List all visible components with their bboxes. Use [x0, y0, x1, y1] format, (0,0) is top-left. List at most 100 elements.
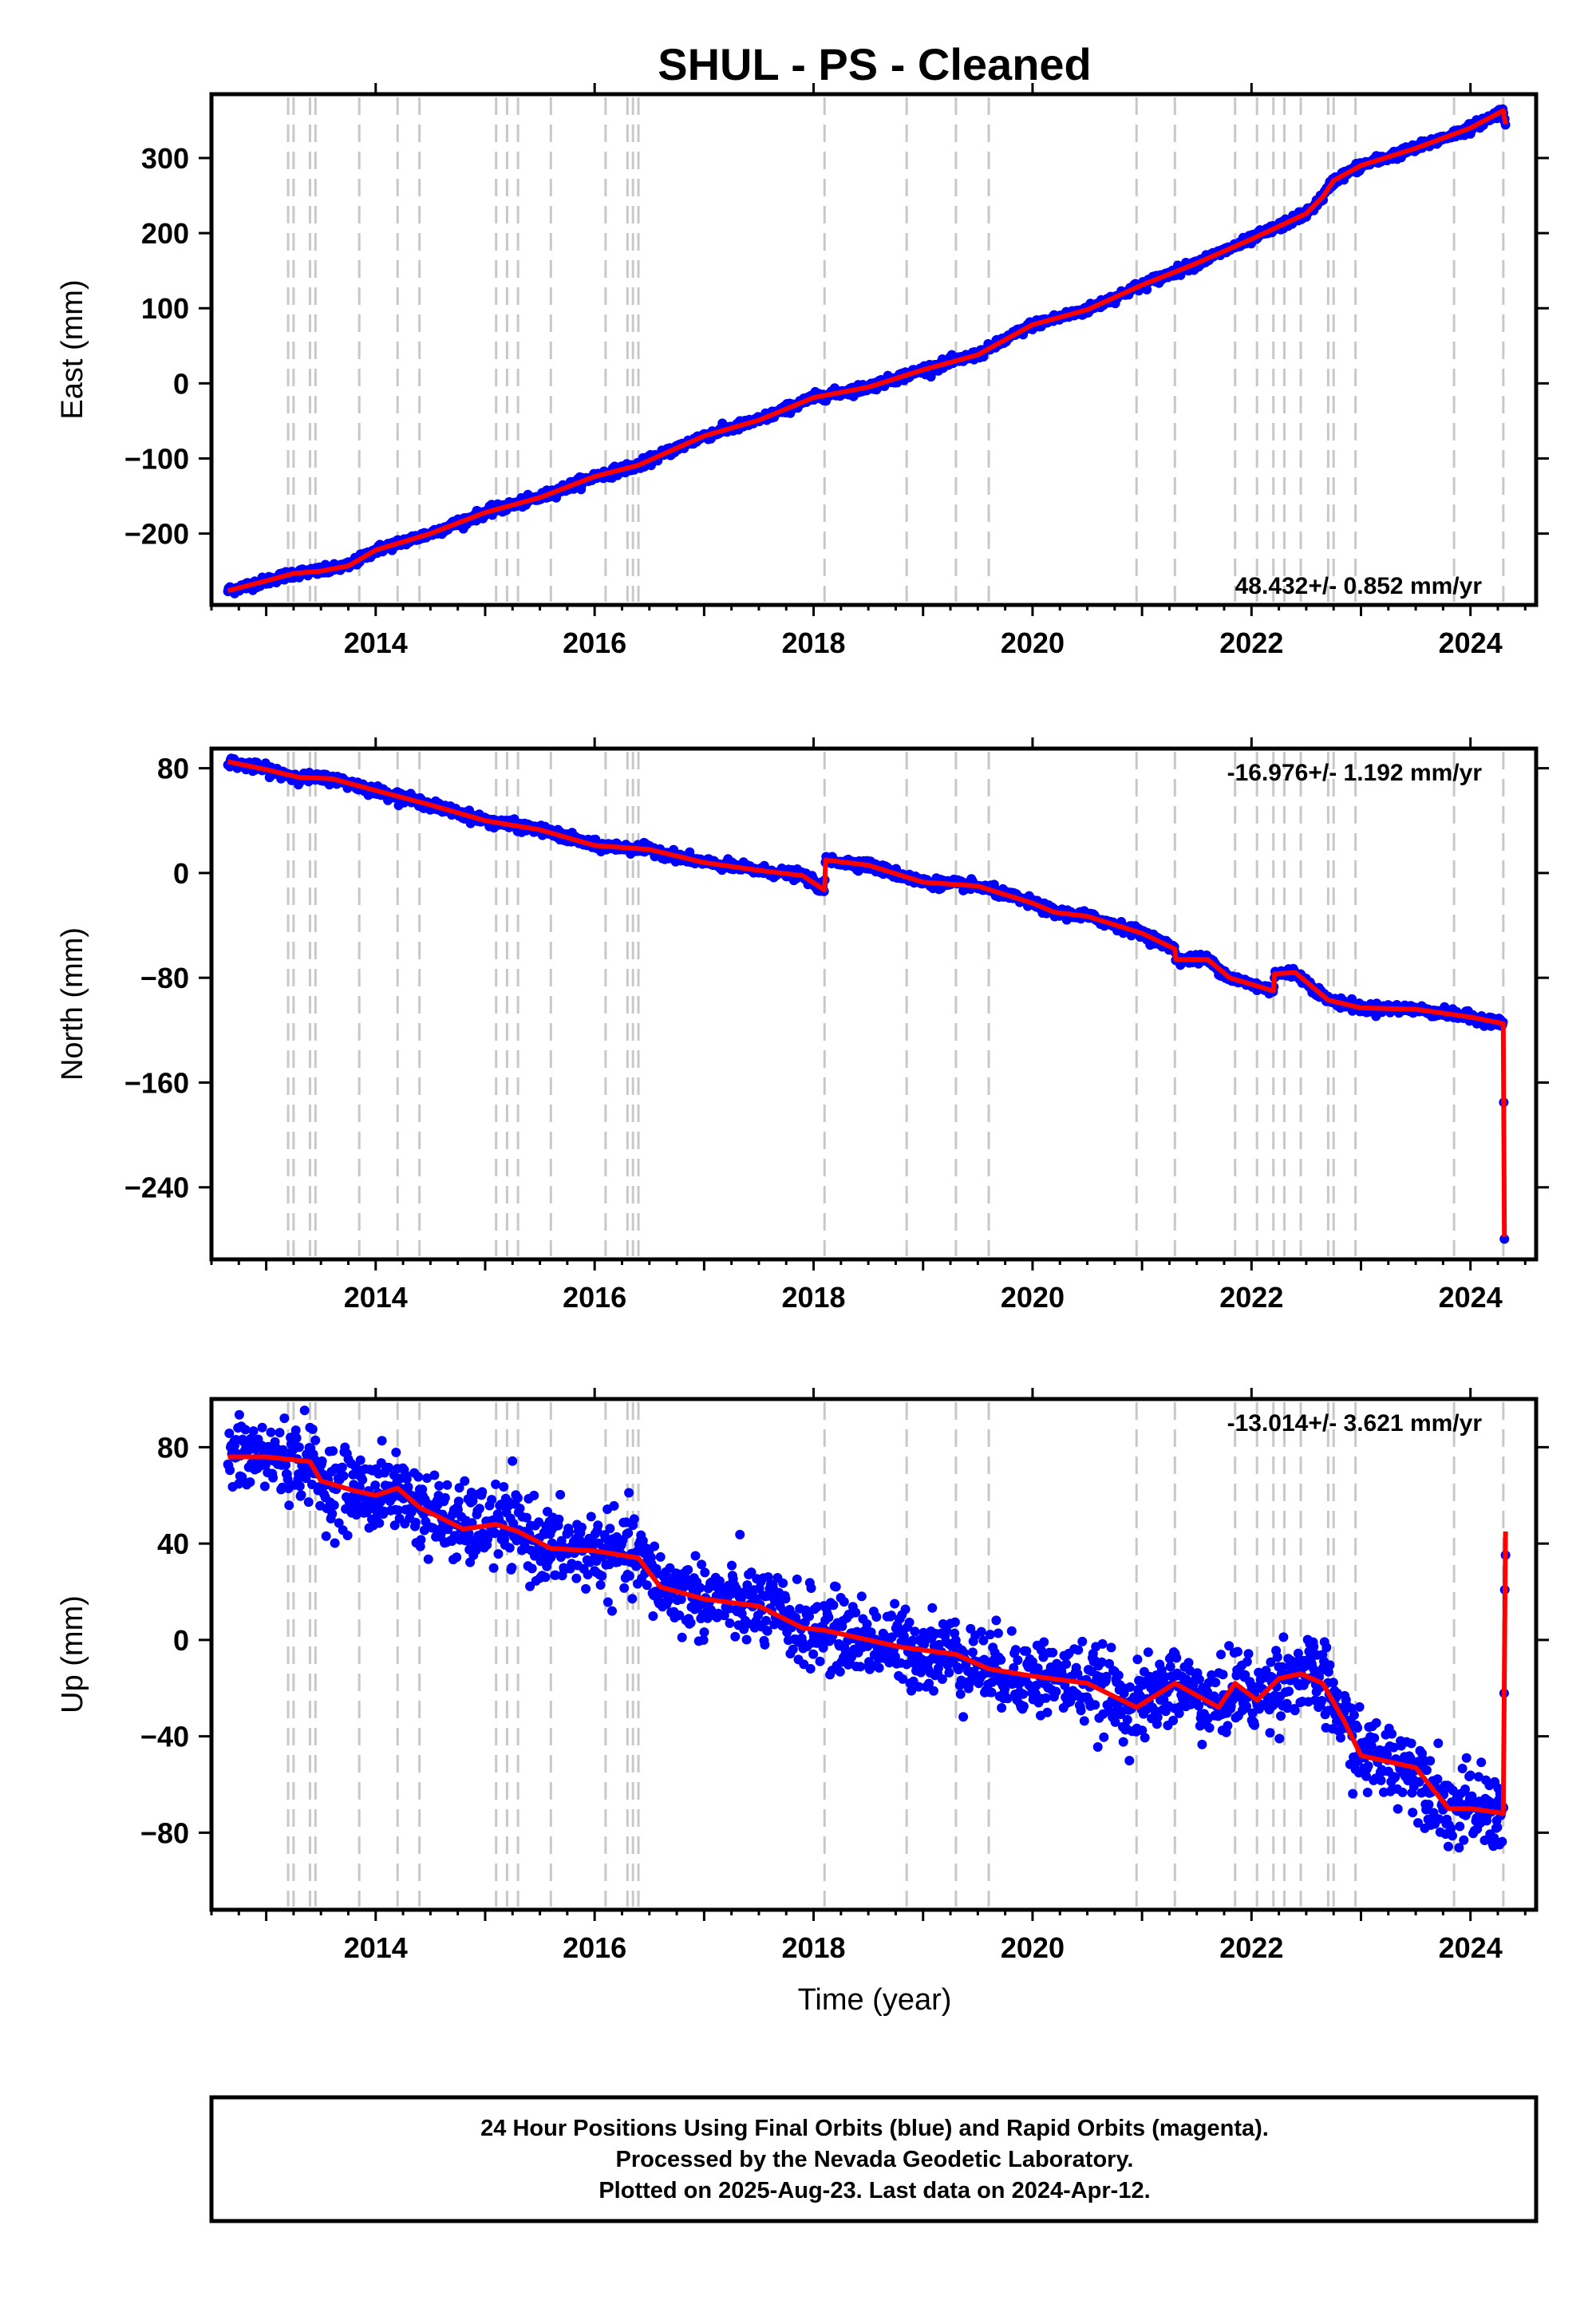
up-data-point — [307, 1424, 318, 1434]
east-x-tick-label: 2016 — [563, 626, 626, 659]
up-data-point — [804, 1611, 814, 1622]
up-data-point — [391, 1447, 401, 1457]
up-data-point — [259, 1481, 270, 1492]
north-model-line — [227, 759, 1507, 1238]
up-data-point — [862, 1619, 872, 1629]
up-data-point — [914, 1682, 924, 1692]
up-data-point — [835, 1666, 845, 1677]
up-data-point — [650, 1541, 660, 1551]
up-data-point — [698, 1635, 709, 1645]
up-data-point — [488, 1563, 499, 1573]
up-data-point — [910, 1626, 920, 1637]
up-data-point — [278, 1445, 288, 1455]
up-data-point — [855, 1662, 866, 1672]
up-data-point — [818, 1642, 828, 1653]
up-data-point — [466, 1488, 476, 1498]
up-data-point — [268, 1472, 279, 1483]
up-data-point — [788, 1644, 798, 1654]
up-data-point — [697, 1559, 707, 1570]
up-data-point — [291, 1433, 302, 1443]
up-data-point — [602, 1597, 613, 1607]
up-data-point — [815, 1656, 825, 1666]
up-data-point — [442, 1480, 452, 1490]
up-data-point — [695, 1583, 705, 1593]
up-data-point — [416, 1535, 426, 1545]
east-data-point — [1142, 284, 1152, 294]
north-y-tick-label: −80 — [140, 962, 189, 994]
north-y-tick-label: 0 — [173, 857, 189, 890]
up-data-point — [248, 1426, 259, 1437]
up-data-point — [284, 1500, 294, 1511]
up-data-point — [831, 1582, 841, 1592]
north-x-tick-label: 2024 — [1439, 1281, 1503, 1314]
north-y-tick-label: 80 — [157, 753, 189, 785]
up-data-point — [507, 1563, 517, 1573]
up-data-point — [564, 1528, 574, 1537]
east-y-tick-label: 200 — [141, 217, 189, 250]
up-data-point — [491, 1479, 501, 1489]
north-panel: 2014 2016 2018 2020 2022 2024−240−160−80080No… — [56, 737, 1549, 1314]
up-data-point — [389, 1520, 400, 1531]
east-rate-label: 48.432+/- 0.852 mm/yr — [1235, 573, 1483, 599]
up-data-point — [624, 1488, 634, 1498]
up-data-point — [763, 1572, 773, 1582]
up-data-point — [275, 1428, 285, 1438]
up-data-point — [727, 1560, 737, 1571]
up-data-point — [805, 1664, 816, 1674]
up-data-point — [422, 1473, 433, 1484]
up-data-point — [245, 1477, 255, 1488]
up-data-point — [525, 1581, 535, 1591]
up-data-point — [527, 1563, 537, 1574]
up-data-point — [224, 1429, 235, 1438]
up-data-point — [907, 1686, 917, 1696]
up-data-point — [690, 1551, 701, 1561]
up-data-point — [609, 1500, 619, 1511]
up-data-point — [257, 1422, 267, 1433]
up-data-point — [504, 1543, 515, 1553]
up-data-point — [607, 1606, 617, 1616]
up-data-point — [310, 1435, 321, 1445]
up-data-point — [839, 1597, 849, 1607]
up-data-point — [577, 1522, 587, 1532]
up-data-point — [515, 1504, 525, 1514]
up-data-point — [676, 1594, 686, 1604]
up-data-point — [555, 1489, 566, 1500]
up-data-point — [760, 1639, 770, 1650]
up-data-point — [413, 1472, 424, 1482]
east-x-tick-label: 2024 — [1439, 626, 1503, 659]
east-y-tick-label: 100 — [141, 292, 189, 325]
east-y-axis-label: East (mm) — [56, 279, 89, 419]
up-data-point — [890, 1599, 900, 1609]
up-data-point — [294, 1442, 304, 1452]
up-data-point — [655, 1551, 666, 1562]
north-frame — [209, 746, 1539, 1262]
up-data-point — [886, 1611, 896, 1621]
up-data-point — [225, 1465, 235, 1476]
up-data-point — [465, 1557, 476, 1567]
up-data-point — [648, 1611, 658, 1621]
up-data-point — [586, 1512, 596, 1522]
up-data-point — [595, 1580, 606, 1590]
up-data-point — [725, 1618, 735, 1628]
up-data-point — [499, 1482, 509, 1492]
up-data-point — [321, 1531, 331, 1541]
up-data-point — [534, 1517, 544, 1528]
up-data-point — [477, 1487, 488, 1497]
up-data-point — [700, 1567, 710, 1578]
up-data-point — [902, 1659, 912, 1670]
up-data-point — [342, 1531, 353, 1540]
up-data-point — [571, 1573, 582, 1583]
up-data-point — [624, 1571, 634, 1581]
up-data-point — [741, 1634, 752, 1645]
up-data-point — [452, 1552, 462, 1563]
up-data-point — [605, 1524, 615, 1534]
east-x-tick-label: 2018 — [781, 626, 845, 659]
up-data-point — [677, 1632, 687, 1642]
up-data-point — [778, 1578, 788, 1588]
up-data-point — [871, 1612, 882, 1622]
up-data-point — [828, 1600, 839, 1611]
up-data-point — [619, 1583, 630, 1593]
up-data-point — [282, 1474, 293, 1484]
